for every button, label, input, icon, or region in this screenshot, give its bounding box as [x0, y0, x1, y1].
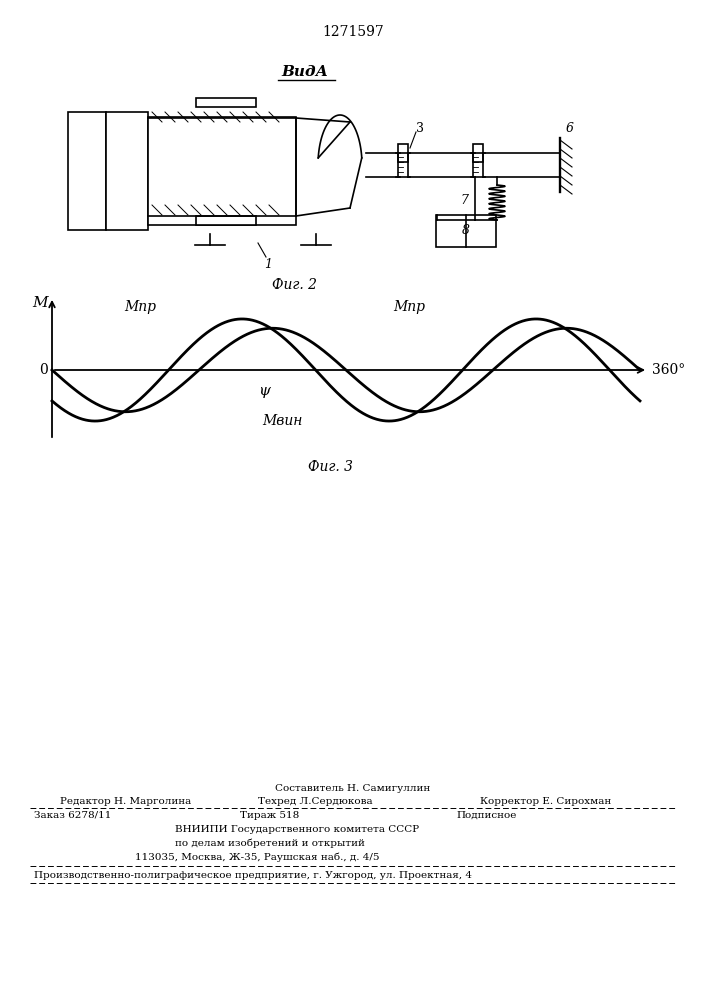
Text: Фиг. 2: Фиг. 2: [272, 278, 317, 292]
Text: по делам изобретений и открытий: по делам изобретений и открытий: [175, 838, 365, 848]
Bar: [148, 117, 296, 225]
Text: Подписное: Подписное: [456, 811, 516, 820]
Text: 1271597: 1271597: [322, 25, 384, 39]
Bar: [196, 98, 256, 107]
Bar: [196, 216, 256, 225]
Text: ВНИИПИ Государственного комитета СССР: ВНИИПИ Государственного комитета СССР: [175, 825, 419, 834]
Text: Составитель Н. Самигуллин: Составитель Н. Самигуллин: [275, 784, 431, 793]
Text: Мпр: Мпр: [393, 300, 425, 314]
Bar: [398, 144, 408, 162]
Text: Производственно-полиграфическое предприятие, г. Ужгород, ул. Проектная, 4: Производственно-полиграфическое предприя…: [34, 871, 472, 880]
Text: Редактор Н. Марголина: Редактор Н. Марголина: [60, 797, 192, 806]
Text: 1: 1: [264, 258, 272, 271]
Text: ψ: ψ: [257, 384, 269, 398]
Text: М: М: [33, 296, 48, 310]
Text: Техред Л.Сердюкова: Техред Л.Сердюкова: [258, 797, 373, 806]
Text: Мпр: Мпр: [124, 300, 156, 314]
Text: Корректор Е. Сирохман: Корректор Е. Сирохман: [480, 797, 612, 806]
Text: 6: 6: [566, 121, 574, 134]
Text: 113035, Москва, Ж-35, Раушская наб., д. 4/5: 113035, Москва, Ж-35, Раушская наб., д. …: [135, 852, 380, 862]
Text: Тираж 518: Тираж 518: [240, 811, 299, 820]
Text: 7: 7: [460, 194, 468, 207]
Text: 3: 3: [416, 121, 424, 134]
Text: Мвин: Мвин: [262, 414, 303, 428]
Text: 360°: 360°: [652, 363, 685, 377]
Text: Фиг. 3: Фиг. 3: [308, 460, 353, 474]
Text: Заказ 6278/11: Заказ 6278/11: [34, 811, 112, 820]
Bar: [68, 112, 106, 230]
Bar: [106, 112, 148, 230]
Text: 8: 8: [462, 225, 470, 237]
Bar: [473, 144, 483, 162]
Text: ВидА: ВидА: [281, 65, 329, 79]
Bar: [436, 215, 496, 247]
Text: 0: 0: [40, 363, 48, 377]
